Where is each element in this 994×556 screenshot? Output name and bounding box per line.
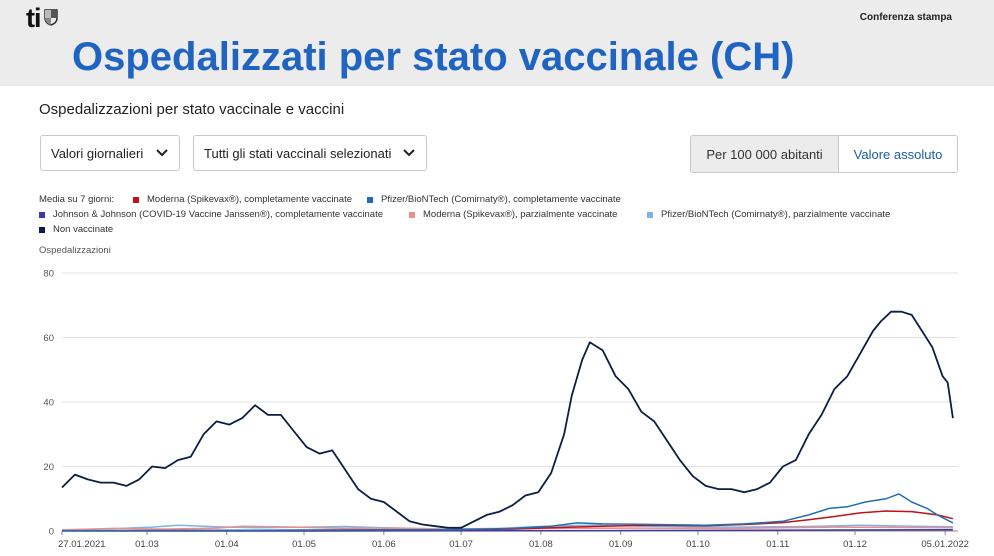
x-tick-label: 01.12 — [843, 539, 867, 550]
x-tick-label: 01.06 — [372, 539, 396, 550]
period-dropdown[interactable]: Valori giornalieri — [40, 135, 180, 171]
y-tick-label: 20 — [43, 462, 54, 473]
legend-item-moderna-partial[interactable]: Moderna (Spikevax®), parzialmente vaccin… — [409, 209, 617, 220]
x-tick-label: 01.10 — [686, 539, 710, 550]
header-banner — [0, 0, 994, 86]
legend-swatch — [647, 211, 653, 218]
x-tick-label: 05.01.2022 — [921, 539, 969, 550]
chevron-down-icon — [156, 149, 168, 157]
status-dropdown-label: Tutti gli stati vaccinali selezionati — [204, 145, 392, 161]
series-line-3 — [61, 525, 953, 531]
logo-text: ti — [26, 3, 41, 33]
legend-swatch — [133, 196, 139, 203]
legend-item-unvaccinated[interactable]: Non vaccinate — [39, 224, 113, 235]
y-tick-label: 40 — [43, 398, 54, 409]
unit-toggle: Per 100 000 abitanti Valore assoluto — [690, 135, 958, 173]
legend-item-jnj-full[interactable]: Johnson & Johnson (COVID-19 Vaccine Jans… — [39, 209, 383, 220]
canton-ticino-logo: ti — [26, 4, 58, 32]
legend-swatch — [39, 211, 45, 218]
chart-subtitle: Ospedalizzazioni per stato vaccinale e v… — [39, 101, 345, 118]
legend-prefix-text: Media su 7 giorni: — [39, 194, 114, 205]
x-tick-label: 01.04 — [215, 539, 239, 550]
x-tick-label: 27.01.2021 — [58, 539, 106, 550]
x-tick-label: 01.03 — [135, 539, 159, 550]
shield-icon — [43, 9, 58, 26]
legend-swatch — [367, 196, 373, 203]
legend-label: Non vaccinate — [53, 224, 114, 235]
conference-label: Conferenza stampa — [859, 12, 952, 23]
legend-swatch — [409, 211, 415, 218]
y-axis-title: Ospedalizzazioni — [39, 245, 111, 256]
legend-swatch — [39, 226, 45, 233]
legend-item-pfizer-partial[interactable]: Pfizer/BioNTech (Comirnaty®), parzialmen… — [647, 209, 890, 220]
legend-item-moderna-full[interactable]: Moderna (Spikevax®), completamente vacci… — [133, 194, 352, 205]
legend-label: Moderna (Spikevax®), parzialmente vaccin… — [423, 209, 618, 220]
y-tick-label: 60 — [43, 333, 54, 344]
chevron-down-icon — [403, 149, 415, 157]
x-tick-label: 01.05 — [292, 539, 316, 550]
x-tick-label: 01.09 — [609, 539, 633, 550]
y-tick-label: 80 — [43, 269, 54, 280]
x-tick-label: 01.07 — [449, 539, 473, 550]
toggle-per-100k[interactable]: Per 100 000 abitanti — [691, 136, 839, 172]
series-line-5 — [61, 310, 954, 529]
legend-label: Johnson & Johnson (COVID-19 Vaccine Jans… — [53, 209, 383, 220]
legend-item-pfizer-full[interactable]: Pfizer/BioNTech (Comirnaty®), completame… — [367, 194, 621, 205]
page-title: Ospedalizzati per stato vaccinale (CH) — [72, 35, 795, 79]
legend-prefix: Media su 7 giorni: — [39, 194, 114, 205]
legend-label: Moderna (Spikevax®), completamente vacci… — [147, 194, 353, 205]
x-tick-label: 01.08 — [529, 539, 553, 550]
y-tick-label: 0 — [49, 527, 54, 538]
period-dropdown-label: Valori giornalieri — [51, 145, 144, 161]
legend-label: Pfizer/BioNTech (Comirnaty®), completame… — [381, 194, 621, 205]
toggle-absolute-value[interactable]: Valore assoluto — [839, 136, 957, 172]
x-tick-label: 01.11 — [766, 539, 789, 550]
vaccination-status-dropdown[interactable]: Tutti gli stati vaccinali selezionati — [193, 135, 427, 171]
legend-label: Pfizer/BioNTech (Comirnaty®), parzialmen… — [661, 209, 891, 220]
series-line-1 — [61, 493, 954, 532]
